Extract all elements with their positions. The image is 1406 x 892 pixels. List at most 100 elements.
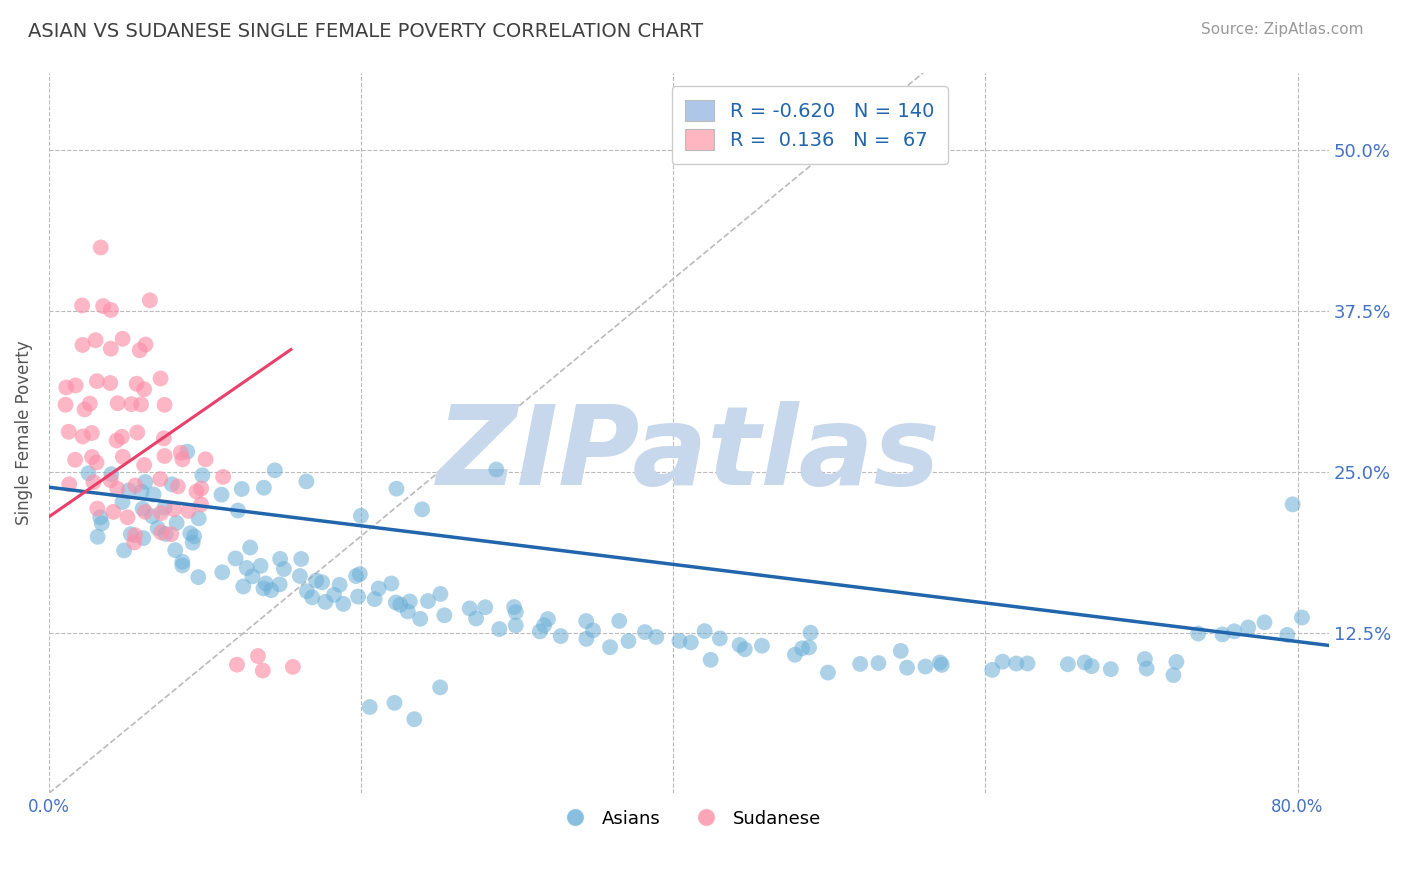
Point — [281, 660, 304, 674]
Point — [131, 501, 153, 516]
Point — [226, 503, 249, 517]
Point — [1187, 626, 1209, 640]
Point — [1237, 620, 1260, 634]
Point — [505, 605, 527, 619]
Point — [124, 528, 146, 542]
Point — [288, 569, 311, 583]
Point — [1005, 657, 1028, 671]
Point — [273, 562, 295, 576]
Point — [709, 632, 731, 646]
Point — [100, 473, 122, 487]
Point — [55, 398, 77, 412]
Point — [149, 472, 172, 486]
Point — [1223, 624, 1246, 639]
Point — [537, 612, 560, 626]
Text: ZIPatlas: ZIPatlas — [437, 401, 941, 508]
Point — [65, 378, 87, 392]
Point — [474, 600, 496, 615]
Point — [668, 634, 690, 648]
Point — [396, 604, 419, 618]
Point — [163, 502, 186, 516]
Point — [1277, 628, 1299, 642]
Point — [411, 502, 433, 516]
Point — [86, 501, 108, 516]
Point — [797, 640, 820, 655]
Point — [82, 475, 104, 489]
Point — [139, 293, 162, 308]
Point — [80, 425, 103, 440]
Point — [529, 624, 551, 639]
Point — [792, 641, 814, 656]
Point — [617, 634, 640, 648]
Point — [172, 555, 194, 569]
Point — [314, 595, 336, 609]
Point — [160, 477, 183, 491]
Point — [103, 505, 125, 519]
Point — [135, 337, 157, 351]
Point — [107, 396, 129, 410]
Point — [100, 303, 122, 318]
Point — [404, 712, 426, 726]
Point — [165, 543, 187, 558]
Point — [187, 511, 209, 525]
Point — [693, 624, 716, 639]
Point — [1080, 659, 1102, 673]
Point — [187, 570, 209, 584]
Point — [125, 376, 148, 391]
Point — [111, 430, 134, 444]
Point — [179, 526, 201, 541]
Point — [1163, 668, 1185, 682]
Point — [751, 639, 773, 653]
Point — [359, 700, 381, 714]
Point — [253, 481, 276, 495]
Point — [70, 298, 93, 312]
Point — [1166, 655, 1188, 669]
Point — [385, 595, 408, 609]
Point — [90, 516, 112, 531]
Point — [80, 450, 103, 464]
Point — [890, 644, 912, 658]
Point — [142, 487, 165, 501]
Point — [929, 656, 952, 670]
Point — [100, 342, 122, 356]
Point — [599, 640, 621, 655]
Point — [232, 579, 254, 593]
Point — [150, 506, 173, 520]
Point — [160, 527, 183, 541]
Point — [896, 661, 918, 675]
Point — [699, 653, 721, 667]
Point — [225, 551, 247, 566]
Point — [429, 587, 451, 601]
Point — [728, 638, 751, 652]
Point — [389, 598, 412, 612]
Point — [172, 452, 194, 467]
Point — [211, 566, 233, 580]
Point — [734, 642, 756, 657]
Point — [645, 630, 668, 644]
Point — [55, 380, 77, 394]
Point — [124, 478, 146, 492]
Point — [533, 618, 555, 632]
Point — [344, 569, 367, 583]
Point — [176, 444, 198, 458]
Point — [817, 665, 839, 680]
Point — [86, 530, 108, 544]
Point — [1057, 657, 1080, 672]
Point — [120, 397, 142, 411]
Point — [128, 343, 150, 358]
Point — [323, 588, 346, 602]
Point — [166, 479, 188, 493]
Point — [1211, 627, 1233, 641]
Point — [433, 608, 456, 623]
Point — [981, 663, 1004, 677]
Point — [607, 614, 630, 628]
Point — [181, 535, 204, 549]
Point — [58, 425, 80, 439]
Point — [153, 398, 176, 412]
Point — [186, 484, 208, 499]
Point — [89, 510, 111, 524]
Point — [73, 402, 96, 417]
Point — [212, 470, 235, 484]
Point — [503, 600, 526, 615]
Point — [132, 531, 155, 545]
